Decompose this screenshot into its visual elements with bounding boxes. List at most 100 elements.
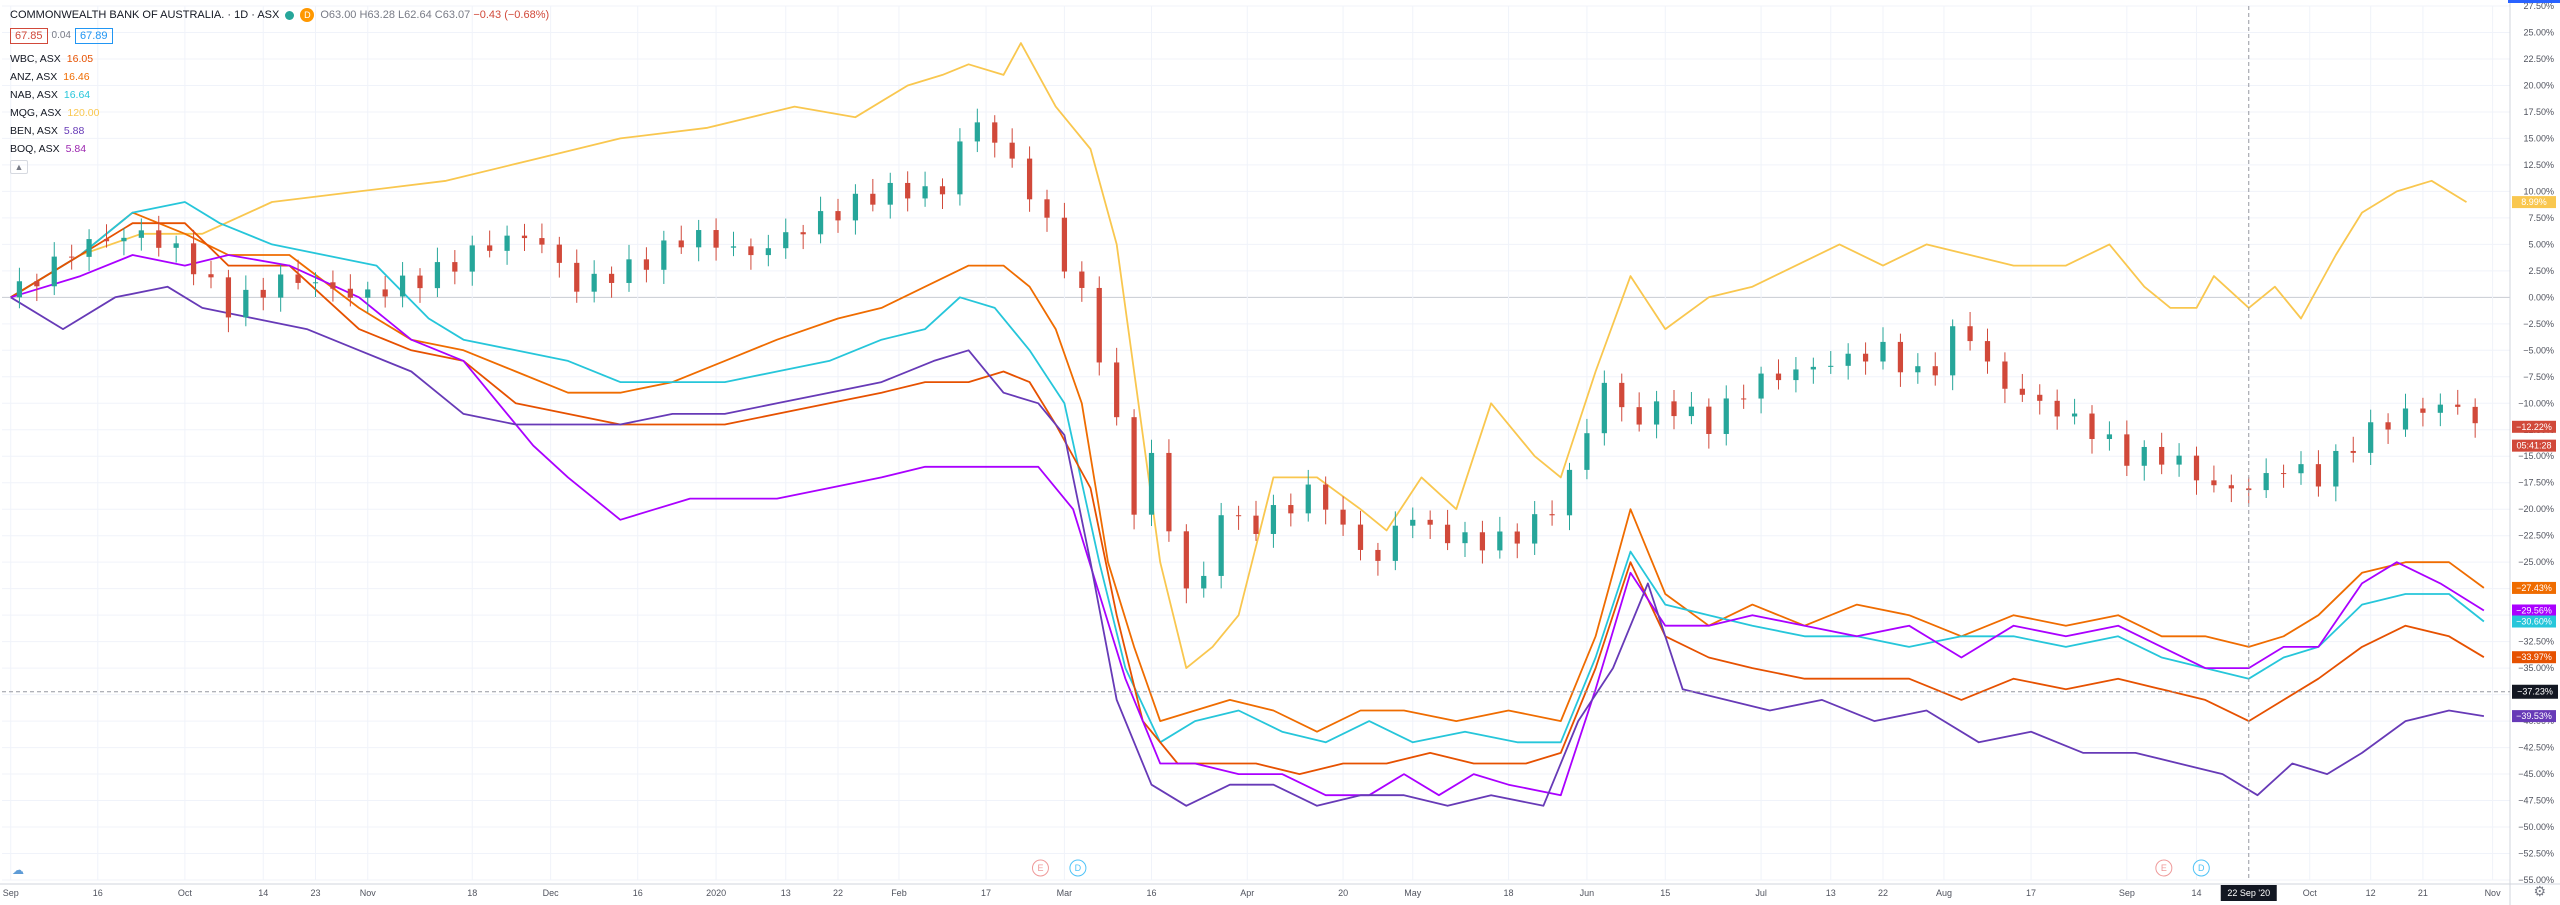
candle-body [2455,404,2461,407]
candle-body [1880,341,1886,362]
symbol-title[interactable]: COMMONWEALTH BANK OF AUSTRALIA. · 1D · A… [10,9,280,21]
event-marker-label: E [1037,863,1043,873]
y-tick-label: 15.00% [2523,133,2554,143]
candle-body [452,262,458,272]
candle-body [1549,514,1555,516]
candle-body [1950,326,1956,376]
candle-body [783,232,789,249]
candle-body [2071,413,2078,417]
candle-body [365,289,371,298]
candle-body [1044,199,1050,218]
x-tick-label: 14 [258,888,268,898]
y-tick-label: −47.50% [2518,796,2554,806]
x-tick-label: 18 [467,888,477,898]
candle-body [1775,373,1782,381]
x-tick-label: Feb [891,888,907,898]
candle-body [1253,515,1259,534]
price-label-bg [2512,581,2556,594]
compare-symbol-nab[interactable]: NAB, ASX 16.64 [10,86,549,104]
candle-body [2472,406,2478,424]
candle-body [2019,388,2025,395]
symbol-value: 16.64 [63,89,91,101]
x-tick-label: Oct [2303,888,2318,898]
x-tick-label: 18 [1504,888,1514,898]
candle-body [86,239,92,257]
candle-body [2385,422,2391,430]
y-tick-label: −10.00% [2518,398,2554,408]
symbol-name: NAB, ASX [10,89,58,101]
candle-body [696,230,702,248]
candle-body [2368,422,2374,453]
candle-body [1897,341,1904,373]
symbol-value: 16.46 [63,71,90,83]
candle-body [1636,407,1642,425]
candle-body [1532,514,1538,544]
candle-body [1079,271,1085,288]
candle-body [208,274,214,278]
candle-body [905,182,911,199]
compare-symbol-anz[interactable]: ANZ, ASX 16.46 [10,68,549,86]
candle-body [817,211,824,235]
series-line-ben [10,285,2485,807]
candle-body [1131,417,1137,515]
ohlc-values: O63.00 H63.28 L62.64 C63.07 −0.43 (−0.68… [320,9,549,21]
price-label-bg [2512,710,2556,723]
candle-body [34,281,40,287]
candle-body [278,274,284,298]
candle-body [887,182,893,205]
candle-body [1096,287,1102,363]
price-label: −33.97% [2516,652,2552,662]
symbol-value: 16.05 [66,53,94,65]
compare-symbol-ben[interactable]: BEN, ASX 5.88 [10,122,549,140]
event-marker-icon [2192,859,2210,877]
event-marker-icon [2155,859,2173,877]
candle-body [556,244,562,263]
candle-body [870,193,876,205]
candle-body [1148,452,1155,515]
candle-body [574,262,580,292]
candle-body [1514,531,1520,544]
compare-symbol-mqg[interactable]: MQG, ASX 120.00 [10,104,549,122]
cloud-icon[interactable]: ☁ [12,863,24,877]
price-label: −27.43% [2516,583,2552,593]
candle-body [730,246,737,248]
y-tick-label: −52.50% [2518,849,2554,859]
candle-body [852,193,859,221]
candle-body [2037,394,2043,401]
price-label: −29.56% [2516,605,2552,615]
y-tick-label: −45.00% [2518,769,2554,779]
x-tick-label: 13 [781,888,791,898]
candle-body [1584,433,1590,470]
x-tick-label: Nov [360,888,377,898]
symbol-name: ANZ, ASX [10,71,58,83]
x-tick-label: Sep [3,888,19,898]
collapse-legend-chevron-up-icon[interactable]: ▲ [10,160,28,174]
compare-symbol-wbc[interactable]: WBC, ASX 16.05 [10,50,549,68]
ask-button[interactable]: 67.89 [75,28,113,44]
symbol-value: 5.84 [65,143,87,155]
candle-body [399,275,406,297]
candle-body [1305,484,1311,514]
chart-legend: COMMONWEALTH BANK OF AUSTRALIA. · 1D · A… [10,6,549,174]
candle-body [1706,406,1712,434]
bid-button[interactable]: 67.85 [10,28,48,44]
y-tick-label: −42.50% [2518,743,2554,753]
candle-body [1375,549,1381,561]
x-tick-label: 22 [1878,888,1888,898]
x-tick-label: 14 [2191,888,2201,898]
y-tick-label: 20.00% [2523,80,2554,90]
candle-body [1201,575,1207,589]
x-tick-label: 22 [833,888,843,898]
x-tick-label: 17 [981,888,991,898]
x-tick-label: 15 [1660,888,1670,898]
candle-body [661,240,667,270]
crosshair-x-label-bg [2220,885,2277,901]
settings-gear-icon[interactable]: ⚙ [2533,883,2546,899]
candle-body [2141,446,2147,466]
candle-body [1009,142,1015,159]
ohlc-open: O63.00 [320,9,357,21]
candle-body [1323,484,1329,510]
price-label-bg [2512,196,2556,209]
compare-symbol-boq[interactable]: BOQ, ASX 5.84 [10,140,549,158]
